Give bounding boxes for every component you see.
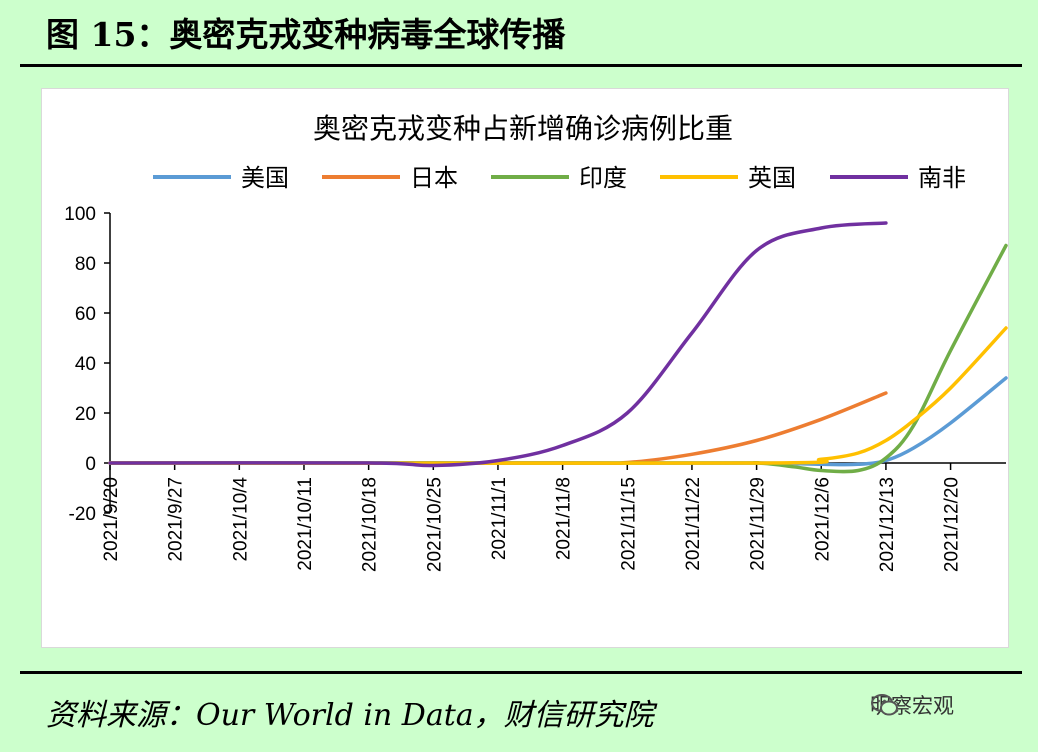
x-tick-label: 2021/11/15 [618,477,639,571]
x-tick-label: 2021/9/27 [166,477,187,562]
bottom-rule [20,671,1022,674]
x-tick-label: 2021/12/6 [812,477,833,562]
x-tick-label: 2021/12/13 [877,477,898,572]
x-tick-label: 2021/9/20 [101,477,122,562]
x-tick-label: 2021/12/20 [942,477,963,572]
y-tick-label: 20 [75,404,96,425]
x-tick-label: 2021/10/18 [360,477,381,572]
y-tick-label: 0 [85,454,96,475]
series-line-1 [108,391,888,466]
series-line-2 [108,243,1008,474]
chart-title: 奥密克戎变种占新增确诊病例比重 [313,113,733,144]
series-line-4 [108,221,888,468]
x-tick-label: 2021/11/1 [489,477,510,560]
legend-label-2: 印度 [579,165,627,192]
x-tick-label: 2021/10/4 [230,477,251,562]
wechat-icon [871,694,898,716]
x-tick-label: 2021/11/8 [554,477,575,560]
legend-label-1: 日本 [410,165,458,192]
x-tick-label: 2021/10/25 [424,477,445,572]
series-line-0 [108,376,1008,467]
y-tick-label: 80 [75,254,96,275]
x-tick-label: 2021/11/29 [748,477,769,571]
source-note: 资料来源：Our World in Data，财信研究院 [46,698,654,733]
y-tick-label: 60 [75,304,96,325]
figure-title: 图 15：奥密克戎变种病毒全球传播 [46,15,566,54]
x-tick-label: 2021/11/22 [683,477,704,571]
y-tick-label: -20 [69,504,96,525]
series-line-3 [108,326,1008,466]
y-tick-label: 100 [64,204,96,225]
top-rule [20,64,1022,67]
legend-label-4: 南非 [918,165,966,192]
watermark: 明察宏观 [870,690,954,720]
legend-label-3: 英国 [748,165,796,192]
x-tick-label: 2021/10/11 [295,477,316,571]
chart-panel [41,88,1009,648]
legend-label-0: 美国 [241,165,289,192]
y-tick-label: 40 [75,354,96,375]
